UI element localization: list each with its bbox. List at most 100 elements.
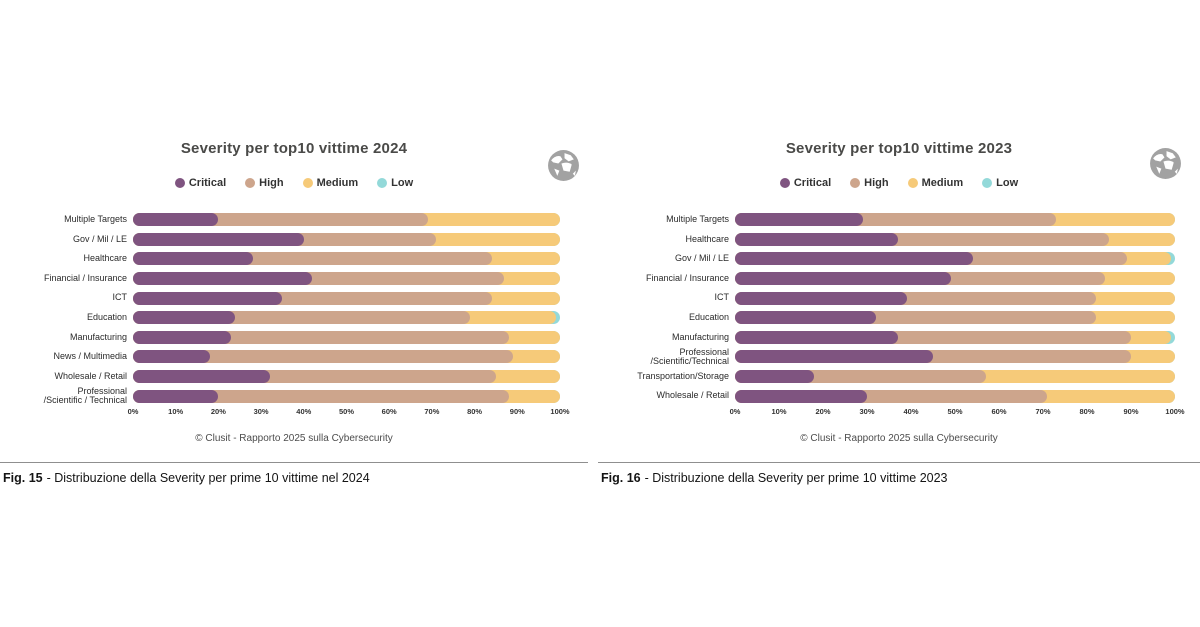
axis-tick: 80%: [467, 407, 483, 416]
legend-swatch-critical: [779, 178, 790, 188]
axis-tick: 30%: [253, 407, 269, 416]
axis-tick: 50%: [947, 407, 963, 416]
segment-critical: [735, 291, 907, 305]
legend-label: Low: [996, 177, 1019, 189]
bar-track: [735, 350, 1175, 364]
bar-row: Education: [598, 308, 1175, 328]
bar-row: Professional /Scientific / Technical: [0, 386, 560, 406]
legend-item-critical: Critical: [174, 177, 227, 189]
segment-critical: [133, 213, 219, 227]
axis-tick: 20%: [210, 407, 226, 416]
bar-row: Healthcare: [0, 249, 560, 269]
bar-track: [133, 311, 560, 325]
category-label: Education: [86, 312, 127, 323]
category-label: Wholesale / Retail: [54, 370, 127, 381]
segment-critical: [735, 311, 876, 325]
legend-item-medium: Medium: [302, 177, 358, 189]
bar-row: ICT: [598, 288, 1175, 308]
axis-tick: 0%: [127, 407, 139, 416]
legend-item-high: High: [245, 177, 284, 189]
segment-critical: [133, 252, 253, 266]
legend-item-low: Low: [982, 177, 1018, 189]
chart-title: Severity per top10 vittime 2023: [785, 140, 1013, 157]
segment-high: [133, 350, 514, 364]
axis-tick: 90%: [1123, 407, 1139, 416]
bar-row: Manufacturing: [0, 328, 560, 348]
bar-row: Multiple Targets: [0, 210, 560, 230]
axis-tick: 100%: [1165, 407, 1185, 416]
bar-row: Healthcare: [598, 230, 1175, 250]
legend-label: Low: [391, 177, 414, 189]
globe-icon: [547, 149, 580, 182]
figure-caption: Fig. 16- Distribuzione della Severity pe…: [601, 471, 948, 485]
segment-critical: [735, 232, 898, 246]
bar-track: [133, 370, 560, 384]
category-label: News / Multimedia: [53, 351, 127, 362]
bar-row: News / Multimedia: [0, 347, 560, 367]
axis-tick: 40%: [296, 407, 312, 416]
bar-row: Manufacturing: [598, 328, 1175, 348]
axis-tick: 40%: [903, 407, 919, 416]
legend-swatch-high: [850, 178, 861, 188]
bar-row: ICT: [0, 288, 560, 308]
legend-label: High: [259, 177, 284, 189]
segment-critical: [133, 330, 232, 344]
category-label: Professional /Scientific / Technical: [43, 385, 127, 406]
category-label: ICT: [112, 292, 128, 303]
legend-swatch-critical: [174, 178, 185, 188]
legend-label: Critical: [188, 177, 227, 189]
legend-item-medium: Medium: [907, 177, 963, 189]
divider: [0, 462, 588, 463]
chart-panel-2023: Severity per top10 vittime 2023 Critical…: [598, 0, 1200, 627]
category-label: Gov / Mil / LE: [674, 253, 729, 264]
segment-critical: [133, 370, 270, 384]
axis-tick: 20%: [815, 407, 831, 416]
legend-label: Critical: [793, 177, 832, 189]
chart-panel-2024: Severity per top10 vittime 2024 Critical…: [0, 0, 588, 627]
axis-tick: 70%: [1035, 407, 1051, 416]
category-label: Professional /Scientific/Technical: [650, 346, 729, 366]
segment-critical: [735, 252, 973, 266]
legend-item-low: Low: [377, 177, 413, 189]
axis-tick: 80%: [1079, 407, 1095, 416]
segment-critical: [133, 232, 304, 246]
category-label: Manufacturing: [671, 331, 729, 342]
chart-title: Severity per top10 vittime 2024: [180, 140, 408, 157]
bar-track: [735, 252, 1175, 266]
legend-swatch-high: [245, 178, 256, 188]
axis-tick: 10%: [771, 407, 787, 416]
bar-track: [735, 370, 1175, 384]
category-label: Gov / Mil / LE: [72, 233, 127, 244]
segment-critical: [133, 389, 219, 403]
bar-track: [133, 272, 560, 286]
bar-track: [735, 272, 1175, 286]
bar-track: [735, 311, 1175, 325]
bar-row: Financial / Insurance: [0, 269, 560, 289]
bar-row: Wholesale / Retail: [0, 367, 560, 387]
legend-swatch-low: [982, 178, 993, 188]
category-label: Education: [688, 312, 729, 323]
bar-track: [133, 330, 560, 344]
legend-label: High: [864, 177, 889, 189]
axis-tick: 100%: [550, 407, 570, 416]
bar-track: [133, 389, 560, 403]
axis-tick: 30%: [859, 407, 875, 416]
source-note: © Clusit - Rapporto 2025 sulla Cybersecu…: [195, 433, 393, 444]
bar-row: Wholesale / Retail: [598, 386, 1175, 406]
axis-tick: 60%: [381, 407, 397, 416]
x-axis: 0% 10% 20% 30% 40% 50% 60% 70% 80% 90% 100%: [730, 407, 1185, 418]
category-label: ICT: [714, 292, 730, 303]
segment-critical: [133, 291, 283, 305]
category-label: Multiple Targets: [64, 214, 127, 225]
bar-track: [735, 389, 1175, 403]
bar-row: Education: [0, 308, 560, 328]
caption-prefix: Fig. 15: [3, 471, 43, 485]
axis-tick: 90%: [509, 407, 525, 416]
legend-swatch-low: [377, 178, 388, 188]
x-axis: 0% 10% 20% 30% 40% 50% 60% 70% 80% 90% 100%: [128, 407, 570, 418]
segment-critical: [735, 350, 933, 364]
legend: Critical High Medium Low: [0, 177, 588, 189]
legend-item-critical: Critical: [779, 177, 832, 189]
axis-tick: 50%: [338, 407, 355, 416]
